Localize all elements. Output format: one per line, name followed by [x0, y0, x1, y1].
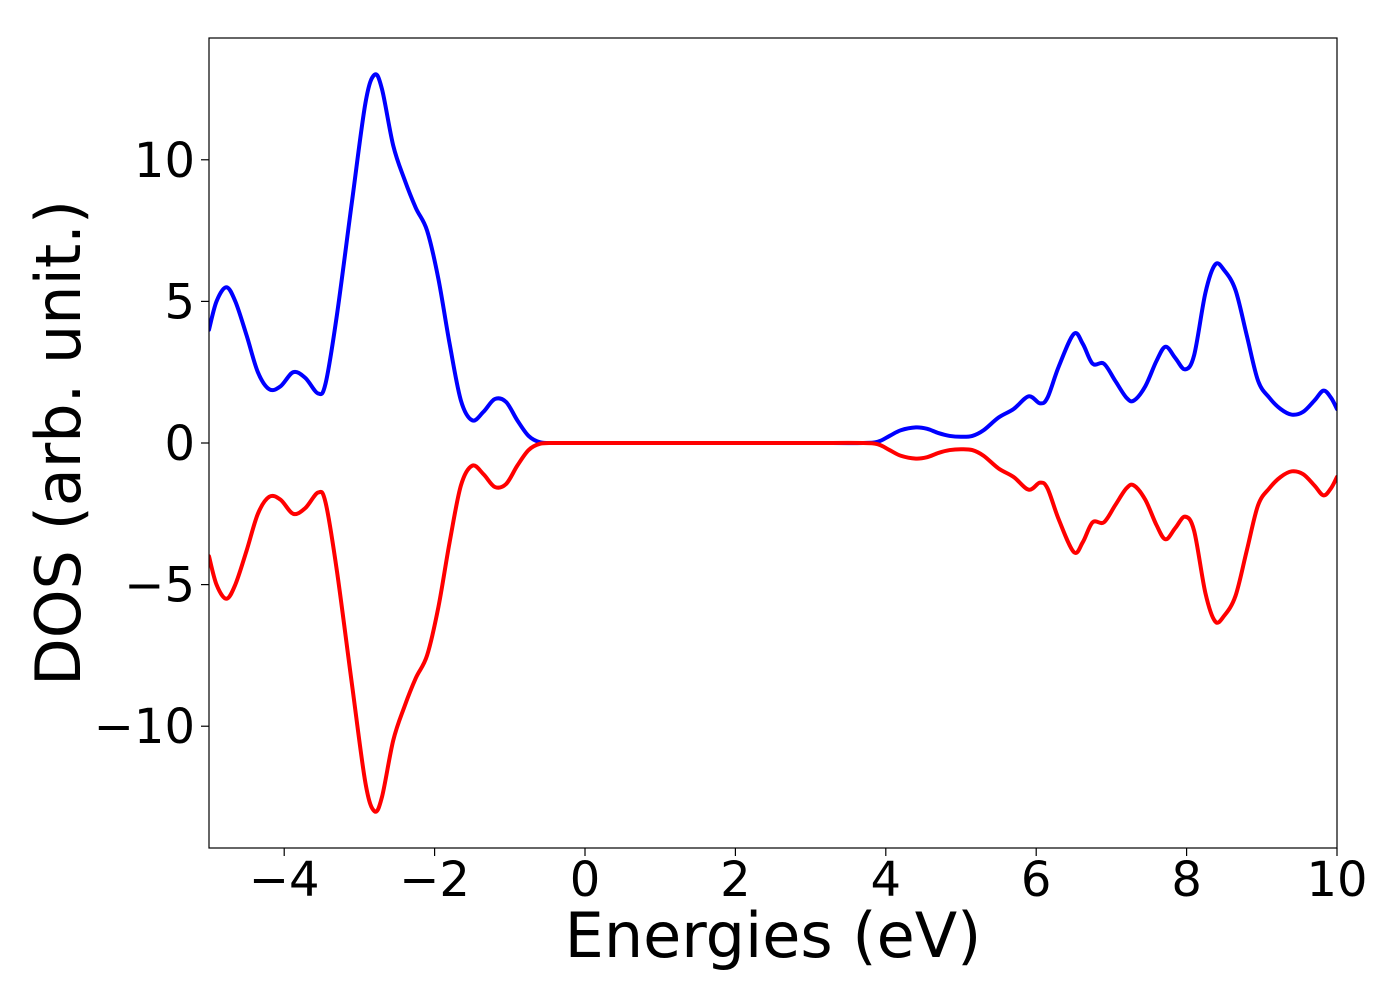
y-tick-label: 0 [164, 416, 195, 472]
y-tick-label: −10 [94, 699, 195, 755]
x-axis-title: Energies (eV) [565, 899, 982, 972]
y-axis-title: DOS (arb. unit.) [22, 200, 95, 686]
x-tick-label: 4 [871, 852, 902, 908]
x-tick-label: 8 [1171, 852, 1202, 908]
series-line-2 [209, 440, 1337, 814]
x-tick-label: −4 [249, 852, 320, 908]
series-line-1 [209, 72, 1337, 446]
y-tick-label: −5 [124, 558, 195, 614]
x-tick-label: 10 [1306, 852, 1367, 908]
x-tick-label: 6 [1021, 852, 1052, 908]
y-tick-label: 5 [164, 274, 195, 330]
series-layer [209, 72, 1337, 814]
y-axis: −10 −5 0 5 10 [94, 133, 209, 755]
x-axis: −4 −2 0 2 4 6 8 10 [249, 848, 1368, 908]
x-tick-label: −2 [399, 852, 470, 908]
x-tick-label: 2 [720, 852, 751, 908]
y-tick-label: 10 [134, 133, 195, 189]
x-tick-label: 0 [570, 852, 601, 908]
